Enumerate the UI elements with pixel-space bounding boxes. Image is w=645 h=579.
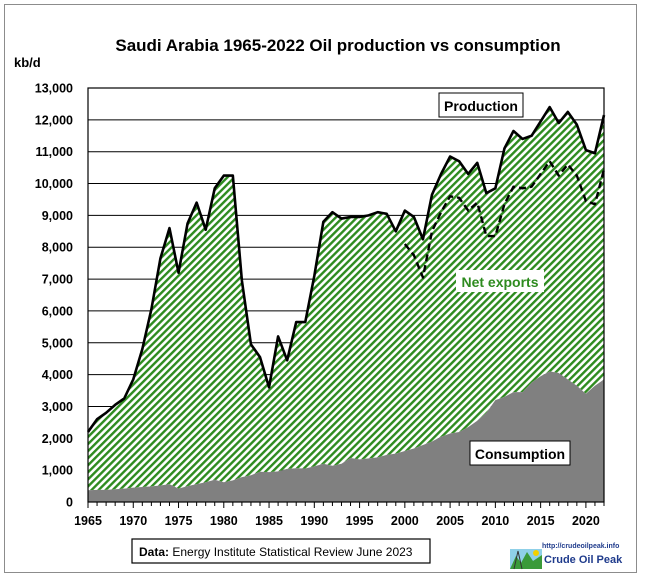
consumption-label-text: Consumption xyxy=(475,446,565,462)
crude-oil-peak-logo[interactable]: http://crudeoilpeak.info Crude Oil Peak xyxy=(510,543,623,570)
y-tick-label: 3,000 xyxy=(42,400,73,414)
x-tick-label: 2020 xyxy=(572,514,600,528)
net-exports-label-box xyxy=(456,270,544,292)
x-tick-label: 2010 xyxy=(481,514,509,528)
y-tick-label: 8,000 xyxy=(42,241,73,255)
source-box-frame xyxy=(131,538,431,564)
x-tick-label: 2005 xyxy=(436,514,464,528)
y-tick-label: 12,000 xyxy=(35,113,73,127)
x-tick-label: 2015 xyxy=(527,514,555,528)
y-tick-label: 2,000 xyxy=(42,432,73,446)
x-tick-label: 1975 xyxy=(165,514,193,528)
source-body: Energy Institute Statistical Review June… xyxy=(169,545,413,559)
source-prefix: Data: xyxy=(139,545,169,559)
consumption-area xyxy=(88,371,604,502)
oil-well-landscape-icon xyxy=(510,549,542,570)
chart-areas xyxy=(88,107,604,502)
x-tick-label: 1980 xyxy=(210,514,238,528)
y-tick-label: 9,000 xyxy=(42,209,73,223)
x-tick-label: 1990 xyxy=(300,514,328,528)
chart-title: Saudi Arabia 1965-2022 Oil production vs… xyxy=(115,36,560,55)
production-line xyxy=(86,105,606,433)
x-tick-labels: 1965 1970 1975 1980 1985 1990 1995 2000 2005 2010… xyxy=(74,514,600,528)
x-tick-label: 1970 xyxy=(119,514,147,528)
chart-lines xyxy=(86,105,606,433)
y-tick-label: 0 xyxy=(66,496,73,510)
y-tick-labels: 0 1,000 2,000 3,000 4,000 5,000 6,000 7,000 8,00… xyxy=(35,82,73,510)
net-exports-area xyxy=(88,107,604,491)
y-tick-label: 1,000 xyxy=(42,464,73,478)
source-text: Data: Energy Institute Statistical Revie… xyxy=(139,545,413,559)
y-axis-unit: kb/d xyxy=(14,55,41,70)
x-tick-label: 2000 xyxy=(391,514,419,528)
x-tick-label: 1985 xyxy=(255,514,283,528)
consumption-label: Consumption xyxy=(469,440,571,466)
y-tick-label: 4,000 xyxy=(42,368,73,382)
y-tick-label: 11,000 xyxy=(35,145,73,159)
source-box: Data: Energy Institute Statistical Revie… xyxy=(131,538,431,564)
production-label: Production xyxy=(438,92,524,118)
y-tick-label: 10,000 xyxy=(35,177,73,191)
logo-url[interactable]: http://crudeoilpeak.info xyxy=(542,543,619,550)
logo-name: Crude Oil Peak xyxy=(544,554,623,566)
dashed-series-line xyxy=(403,160,606,279)
production-label-box xyxy=(438,92,524,118)
consumption-label-box xyxy=(469,440,571,466)
y-tick-label: 13,000 xyxy=(35,82,73,96)
y-tick-label: 7,000 xyxy=(42,273,73,287)
x-tick-label: 1965 xyxy=(74,514,102,528)
net-exports-label-text: Net exports xyxy=(461,274,538,290)
production-label-text: Production xyxy=(444,98,518,114)
chart-axes xyxy=(87,87,605,508)
y-tick-label: 5,000 xyxy=(42,336,73,350)
plot-area-border xyxy=(87,87,605,503)
net-exports-label: Net exports xyxy=(456,270,544,292)
y-tick-label: 6,000 xyxy=(42,304,73,318)
x-tick-label: 1995 xyxy=(346,514,374,528)
